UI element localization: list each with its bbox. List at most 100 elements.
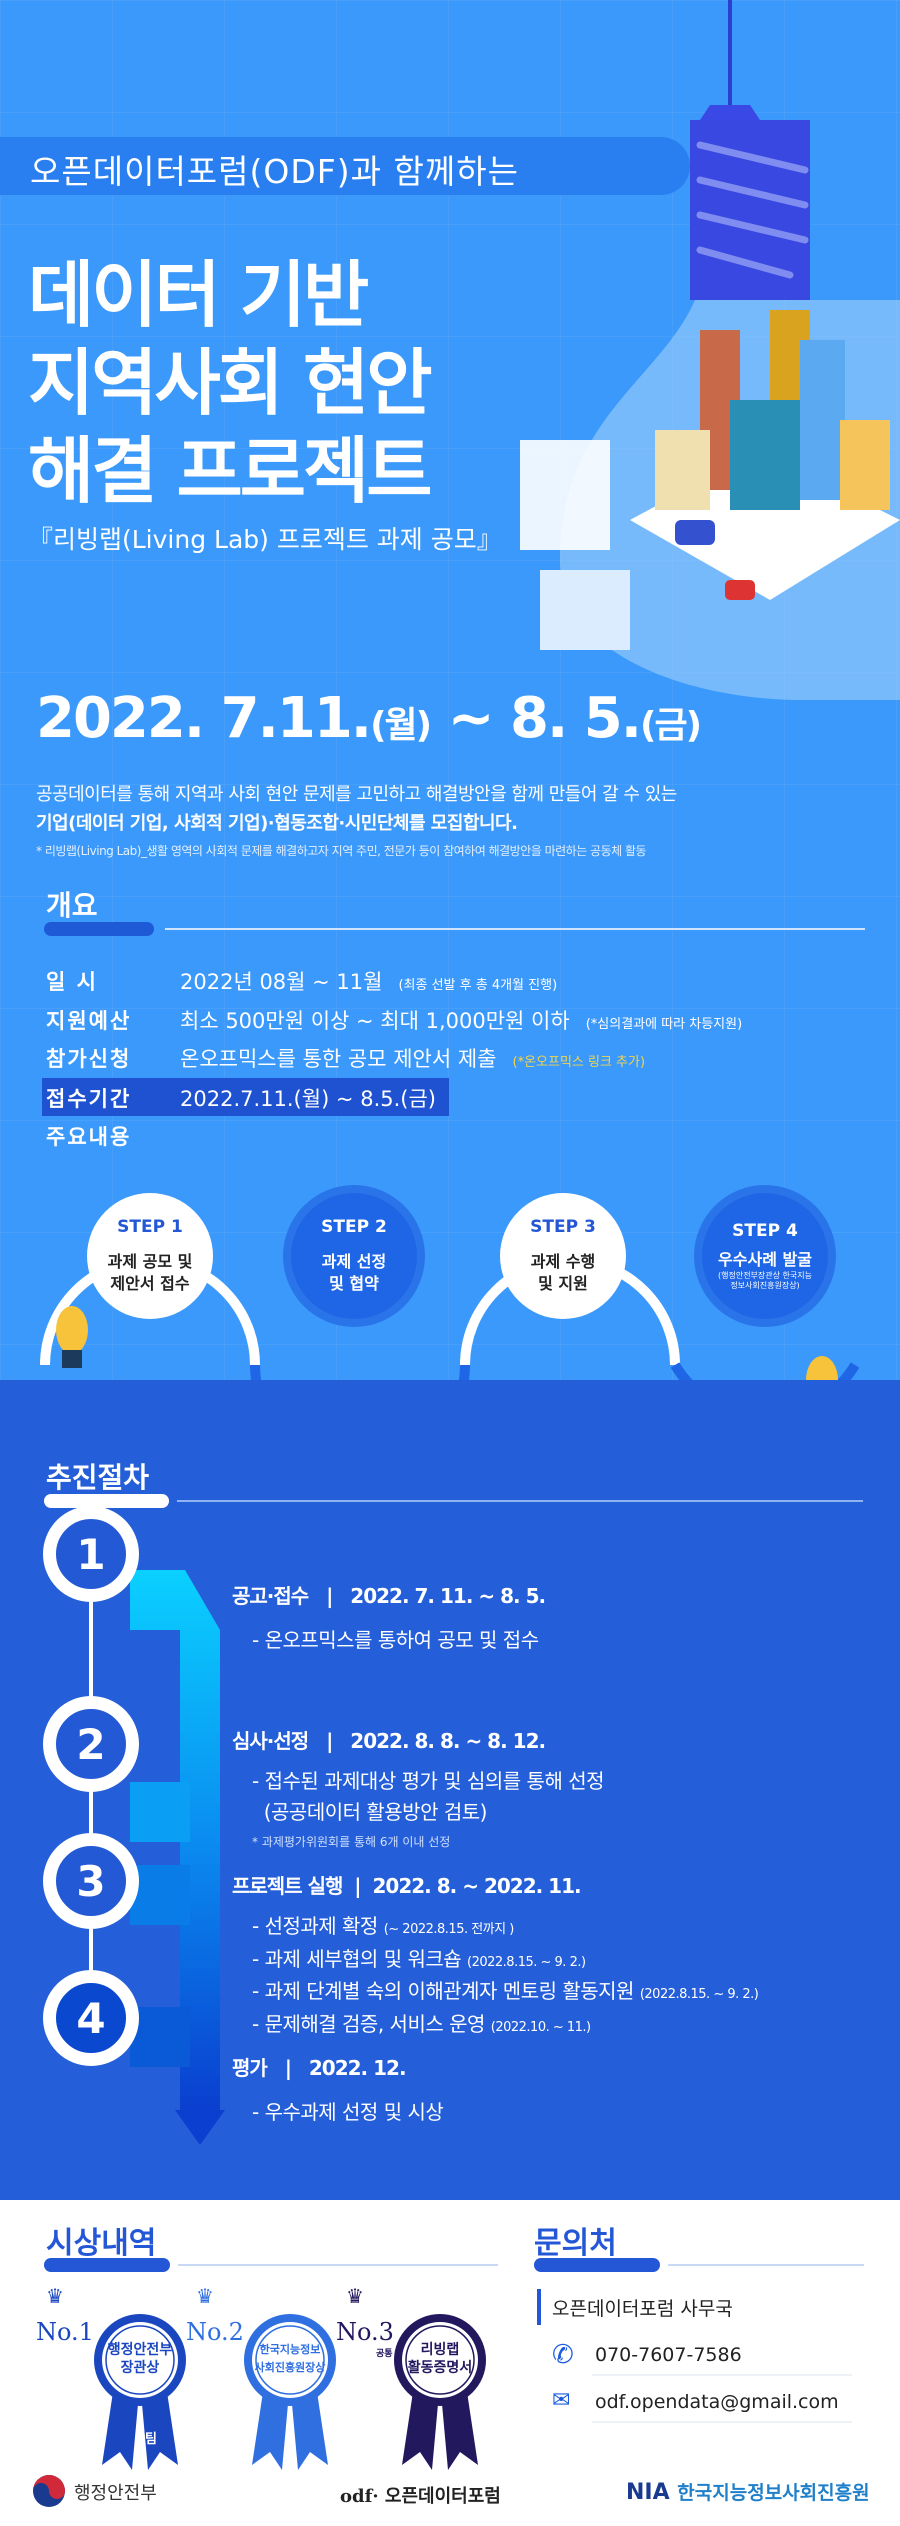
logo-nia: NIA 한국지능정보사회진흥원 [626,2478,870,2505]
award-rank: No.2 [186,2318,244,2346]
award-line: 행정안전부 [107,2342,173,2358]
overview-row: 일 시 2022년 08월 ~ 11월 (최종 선발 후 총 4개월 진행) [46,966,557,996]
phase-item: - 과제 단계별 숙의 이해관계자 멘토링 활동지원 (2022.8.15. ~… [252,1975,759,2004]
odf-mark-icon: odf· [340,2486,379,2507]
step-label: STEP 1 [117,1217,183,1237]
phone-icon: ✆ [552,2340,574,2370]
item-text: - 과제 단계별 숙의 이해관계자 멘토링 활동지원 [252,1979,634,2003]
crown-icon: ♛ [46,2284,64,2308]
contact-org: 오픈데이터포럼 사무국 [552,2298,733,2320]
divider [668,2264,864,2266]
phase-number: 2 [43,1696,139,1792]
step-text: 및 지원 [538,1274,588,1293]
phase-title: 프로젝트 실행 | 2022. 8. ~ 2022. 11. [232,1874,582,1898]
divider [177,1500,863,1502]
step-text: 및 협약 [329,1274,379,1293]
overview-row: 참가신청 온오프믹스를 통한 공모 제안서 제출 (*온오프믹스 링크 추가) [46,1043,645,1073]
contact-email[interactable]: odf.opendata@gmail.com [595,2391,839,2413]
nia-name: 한국지능정보사회진흥원 [677,2482,870,2504]
awards-heading: 시상내역 [46,2226,157,2261]
award-text: 행정안전부 장관상 [92,2341,188,2377]
divider [592,2374,852,2376]
row-key: 일 시 [46,970,98,994]
step-text: 우수사례 발굴 [718,1250,812,1269]
item-date: (~ 2022.8.15. 전까지 ) [383,1922,515,1937]
lightbulb-city-illustration [520,0,900,700]
award-line: 사회진흥원장상 [254,2361,326,2374]
award-rank: No.3 [336,2318,394,2346]
procedure-heading: 추진절차 [46,1461,150,1494]
step-text: 과제 선정 [321,1252,387,1271]
end-date: ~ 8. 5. [430,686,642,751]
phase-item: (공공데이터 활용방안 검토) [252,1800,488,1824]
award-rank: No.1 [36,2318,94,2346]
phase-number: 4 [43,1970,139,2066]
overview-row: 지원예산 최소 500만원 이상 ~ 최대 1,000만원 이하 (*심의결과에 따… [46,1005,742,1035]
item-date: (2022.10. ~ 11.) [490,2020,591,2035]
item-date: (2022.8.15. ~ 9. 2.) [467,1955,586,1970]
row-value: 온오프믹스를 통한 공모 제안서 제출 [180,1047,497,1071]
award-ribbon [94,2314,186,2470]
step-text: 과제 수행 [530,1252,596,1271]
award-line: 리빙랩 [420,2342,460,2358]
row-key: 주요내용 [46,1125,132,1149]
end-day: (금) [640,705,702,746]
title-line-3: 해결 프로젝트 [28,429,433,513]
row-key: 접수기간 [46,1087,132,1111]
phase-item: - 선정과제 확정 (~ 2022.8.15. 전까지 ) [252,1910,514,1939]
step-label: STEP 2 [321,1217,387,1237]
phase-note: * 과제평가위원회를 통해 6개 이내 선정 [252,1835,451,1849]
crown-icon: ♛ [346,2284,364,2308]
row-value: 2022년 08월 ~ 11월 [180,970,383,994]
highlight-box [42,1078,449,1116]
row-value: 최소 500만원 이상 ~ 최대 1,000만원 이하 [180,1009,570,1033]
step-1: STEP 1 과제 공모 및 제안서 접수 [87,1193,213,1319]
crown-icon: ♛ [196,2284,214,2308]
overview-row: 접수기간 2022.7.11.(월) ~ 8.5.(금) [46,1083,436,1113]
intro-note: * 리빙랩(Living Lab)_생활 영역의 사회적 문제를 해결하고자 지… [36,844,647,858]
item-date: (2022.8.15. ~ 9. 2.) [639,1987,759,2002]
phase-number: 1 [43,1506,139,1602]
divider [592,2421,852,2423]
timeline-arrow [89,1560,225,2145]
phase-title: 심사·선정 | 2022. 8. 8. ~ 8. 12. [232,1729,546,1753]
title-line-1: 데이터 기반 [28,253,369,337]
contact-phone[interactable]: 070-7607-7586 [595,2344,742,2366]
row-note: (*심의결과에 따라 차등지원) [585,1017,743,1032]
logo-mois: 행정안전부 [74,2483,157,2504]
intro-banner: 오픈데이터포럼(ODF)과 함께하는 [0,137,690,195]
phase-item: - 접수된 과제대상 평가 및 심의를 통해 선정 [252,1769,605,1793]
nia-abbr: NIA [626,2480,670,2505]
item-text: - 문제해결 검증, 서비스 운영 [252,2012,485,2036]
award-extra: 공통 [376,2349,393,2359]
award-line: 활동증명서 [407,2360,473,2376]
intro-line-1: 공공데이터를 통해 지역과 사회 현안 문제를 고민하고 해결방안을 함께 만들… [36,784,677,805]
overview-heading: 개요 [46,889,98,922]
contact-heading: 문의처 [534,2226,617,2261]
award-ribbon [394,2314,486,2470]
step-text: 과제 공모 및 [107,1252,193,1271]
mail-icon: ✉ [552,2388,571,2413]
step-label: STEP 3 [530,1217,596,1237]
row-value: 2022.7.11.(월) ~ 8.5.(금) [180,1087,436,1111]
row-key: 참가신청 [46,1047,132,1071]
intro-line-2: 기업(데이터 기업, 사회적 기업)·협동조합·시민단체를 모집합니다. [36,813,518,834]
heading-bar [44,2258,170,2272]
divider [178,2264,498,2266]
phase-title: 평가 | 2022. 12. [232,2056,407,2080]
logo-odf-text: 오픈데이터포럼 [384,2486,501,2507]
start-date: 2022. 7.11. [36,686,372,751]
item-text: - 과제 세부협의 및 워크숍 [252,1947,462,1971]
divider [165,928,865,930]
row-key: 지원예산 [46,1009,132,1033]
period-date: 2022. 7.11.(월) ~ 8. 5.(금) [36,686,702,751]
accent-bar [537,2289,541,2325]
government-emblem-icon [33,2475,65,2507]
award-ribbon [244,2314,336,2470]
step-4: STEP 4 우수사례 발굴 (행정안전부장관상 한국지능정보사회진흥원장상) [702,1193,828,1319]
heading-bar [44,922,154,936]
overview-row: 주요내용 [46,1121,164,1151]
step-note: (행정안전부장관상 한국지능정보사회진흥원장상) [718,1271,812,1290]
